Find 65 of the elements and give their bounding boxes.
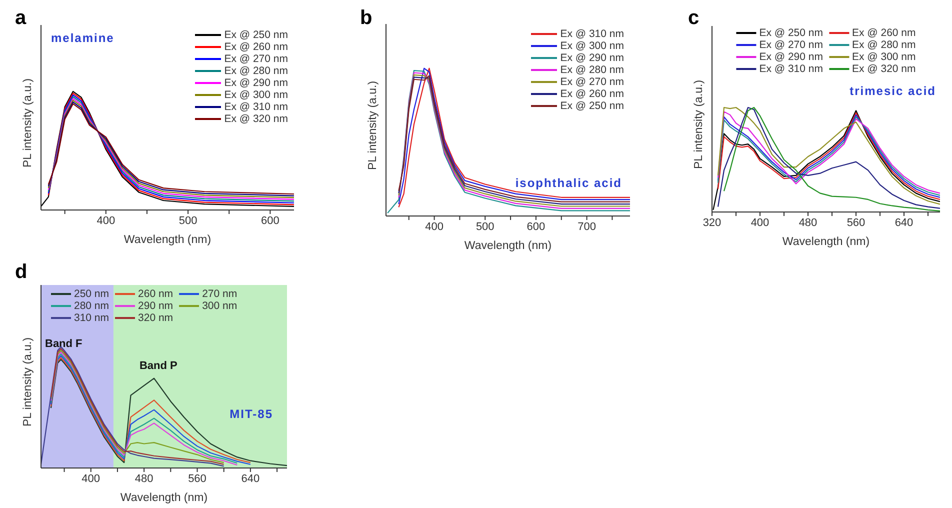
- y-axis-title: PL intensity (a.u.): [367, 80, 380, 170]
- chart-title: a: [15, 7, 26, 30]
- legend-label: 320 nm: [138, 312, 174, 324]
- legend-label: 310 nm: [74, 312, 110, 324]
- x-tick-label: 560: [846, 216, 866, 229]
- x-tick-label: 400: [82, 472, 100, 485]
- band-label: Band P: [139, 360, 178, 372]
- y-axis-title: PL intensity (a.u.): [693, 80, 706, 169]
- legend-label: Ex @ 250 nm: [224, 29, 288, 41]
- text: melamine: [51, 31, 114, 45]
- legend-label: Ex @ 260 nm: [852, 27, 916, 39]
- legend-label: Ex @ 280 nm: [224, 65, 288, 77]
- x-tick-label: 500: [178, 214, 198, 227]
- x-tick-label: 640: [894, 216, 914, 229]
- x-tick-label: 700: [578, 220, 596, 233]
- chart-title: b: [360, 7, 372, 30]
- legend-label: 290 nm: [138, 300, 174, 312]
- chart-title: d: [15, 261, 28, 284]
- text: trimesic acid: [850, 84, 936, 98]
- legend-label: Ex @ 290 nm: [759, 51, 823, 63]
- legend-label: Ex @ 320 nm: [852, 63, 916, 75]
- legend-label: 280 nm: [74, 300, 110, 312]
- legend-label: Ex @ 310 nm: [560, 28, 624, 40]
- legend-label: 300 nm: [202, 300, 238, 312]
- y-axis-title: PL intensity (a.u.): [22, 78, 34, 168]
- legend-label: Ex @ 270 nm: [560, 76, 624, 88]
- legend-label: Ex @ 280 nm: [560, 64, 624, 76]
- legend-label: Ex @ 260 nm: [224, 41, 288, 53]
- y-axis-title: PL intensity (a.u.): [22, 337, 34, 426]
- legend-label: Ex @ 290 nm: [224, 77, 288, 89]
- x-tick-label: 320: [702, 216, 722, 229]
- x-axis-title: Wavelength (nm): [782, 236, 870, 248]
- legend-label: Ex @ 300 nm: [224, 89, 288, 101]
- legend-label: Ex @ 320 nm: [224, 113, 288, 125]
- x-axis-title: Wavelength (nm): [124, 234, 212, 246]
- x-tick-label: 600: [526, 220, 546, 233]
- x-tick-label: 400: [750, 216, 770, 229]
- legend-label: Ex @ 250 nm: [560, 100, 624, 112]
- legend-label: 270 nm: [202, 288, 238, 300]
- legend-label: Ex @ 310 nm: [759, 63, 823, 75]
- x-tick-label: 640: [241, 472, 260, 485]
- x-tick-label: 600: [261, 214, 280, 227]
- x-tick-label: 400: [96, 214, 116, 227]
- x-axis-title: Wavelength (nm): [464, 240, 552, 252]
- annotation: isophthalic acid: [515, 176, 622, 190]
- band-label: Band F: [45, 338, 83, 350]
- chart-title: c: [688, 7, 700, 30]
- legend-label: Ex @ 300 nm: [560, 40, 624, 52]
- legend-label: Ex @ 290 nm: [560, 52, 624, 64]
- x-tick-label: 560: [188, 472, 206, 485]
- legend-label: Ex @ 280 nm: [852, 39, 916, 51]
- legend-label: 250 nm: [74, 288, 110, 300]
- legend-label: Ex @ 250 nm: [759, 27, 823, 39]
- legend-label: 260 nm: [138, 288, 174, 300]
- annotation: MIT-85: [230, 407, 273, 421]
- x-tick-label: 400: [425, 220, 444, 233]
- legend-label: Ex @ 270 nm: [759, 39, 823, 51]
- x-tick-label: 500: [476, 220, 494, 233]
- legend-label: Ex @ 270 nm: [224, 53, 288, 65]
- x-axis-title: Wavelength (nm): [120, 492, 208, 504]
- legend-label: Ex @ 260 nm: [560, 88, 624, 100]
- x-tick-label: 480: [134, 472, 154, 485]
- legend-label: Ex @ 300 nm: [852, 51, 916, 63]
- legend-label: Ex @ 310 nm: [224, 101, 288, 113]
- x-tick-label: 480: [798, 216, 818, 229]
